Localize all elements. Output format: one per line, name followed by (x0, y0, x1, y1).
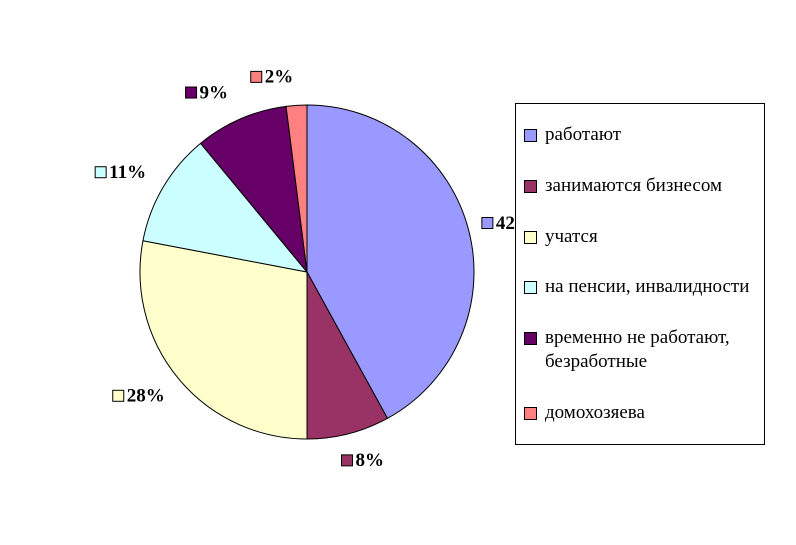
pie-slice (139, 240, 308, 440)
legend-item: учатся (524, 225, 764, 249)
label-swatch (481, 217, 494, 230)
data-label: 2% (265, 67, 294, 88)
legend-item: занимаются бизнесом (524, 174, 764, 198)
legend-swatch (524, 331, 537, 345)
label-swatch (340, 454, 353, 467)
legend-item: временно не работают, безработные (524, 326, 764, 374)
legend-swatch (524, 179, 537, 193)
legend-item: домохозяева (524, 401, 764, 425)
legend-swatch (524, 230, 537, 244)
legend-swatch (524, 281, 537, 295)
data-label: 28% (127, 386, 165, 407)
legend-item: работают (524, 123, 764, 147)
legend-swatch (524, 406, 537, 420)
legend-label: на пенсии, инвалидности (545, 276, 750, 298)
label-swatch (185, 86, 198, 99)
pie-slice (285, 104, 308, 273)
label-swatch (250, 70, 263, 83)
legend-label: временно не работают, безработные (545, 326, 730, 372)
label-swatch (112, 389, 125, 402)
pie-slice (306, 104, 475, 420)
legend-label: домохозяева (545, 401, 645, 423)
legend-label: занимаются бизнесом (545, 174, 723, 196)
legend: работают занимаются бизнесом учатся на пенс… (515, 103, 765, 445)
legend-label: работают (545, 124, 622, 146)
label-swatch (94, 166, 107, 179)
pie-slice (142, 142, 309, 273)
data-label: 11% (109, 162, 146, 183)
data-label: 8% (355, 450, 384, 471)
data-label: 9% (200, 82, 229, 103)
legend-swatch (524, 129, 537, 143)
pie-slice (199, 105, 308, 274)
legend-item: на пенсии, инвалидности (524, 275, 764, 299)
legend-label: учатся (545, 225, 598, 247)
